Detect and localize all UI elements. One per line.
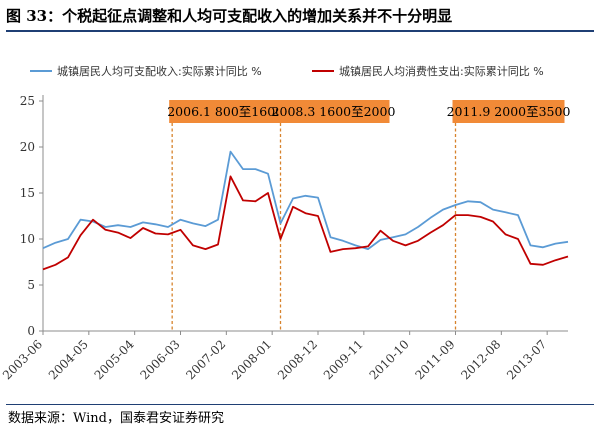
annotation-box-3 bbox=[452, 100, 565, 123]
x-tick-label-2010-10: 2010-10 bbox=[367, 337, 412, 382]
series-line-1 bbox=[42, 150, 569, 251]
x-tick-label-2012-08: 2012-08 bbox=[458, 337, 503, 382]
annotation-label-3: 2011.9 2000至3500 bbox=[447, 104, 571, 119]
annotation-label-1: 2006.1 800至1600 bbox=[167, 104, 283, 119]
annotation-box-1 bbox=[169, 100, 282, 123]
x-tick-label-2008-01: 2008-01 bbox=[229, 337, 274, 382]
annotation-box-2 bbox=[277, 100, 390, 123]
x-tick-label-2007-02: 2007-02 bbox=[183, 337, 228, 382]
y-tick-label-10: 10 bbox=[20, 232, 35, 246]
legend-label-1: 城镇居民人均可支配收入:实际累计同比 % bbox=[57, 64, 262, 78]
source-note: 数据来源：Wind，国泰君安证券研究 bbox=[8, 411, 224, 426]
x-tick-label-2009-11: 2009-11 bbox=[321, 337, 366, 382]
x-tick-label-2006-03: 2006-03 bbox=[137, 337, 182, 382]
x-tick-label-2011-09: 2011-09 bbox=[412, 337, 457, 382]
y-tick-label-5: 5 bbox=[27, 278, 35, 292]
x-tick-label-2005-04: 2005-04 bbox=[92, 337, 137, 382]
legend: 城镇居民人均可支配收入:实际累计同比 % 城镇居民人均消费性支出:实际累计同比 % bbox=[30, 64, 544, 78]
y-tick-label-15: 15 bbox=[20, 186, 35, 200]
y-tick-label-20: 20 bbox=[20, 140, 35, 154]
series-lines bbox=[42, 150, 569, 271]
x-tick-label-2004-05: 2004-05 bbox=[46, 337, 91, 382]
series-line-2 bbox=[42, 175, 569, 271]
annotation-lines bbox=[171, 101, 457, 331]
annotation-label-2: 2008.3 1600至2000 bbox=[272, 104, 396, 119]
y-tick-label-25: 25 bbox=[20, 94, 35, 108]
legend-label-2: 城镇居民人均消费性支出:实际累计同比 % bbox=[339, 64, 544, 78]
source-rule bbox=[6, 404, 594, 405]
y-tick-label-0: 0 bbox=[27, 324, 35, 338]
x-tick-label-2008-12: 2008-12 bbox=[275, 337, 320, 382]
figure-title: 图 33：个税起征点调整和人均可支配收入的增加关系并不十分明显 bbox=[6, 7, 453, 25]
x-tick-label-2003-06: 2003-06 bbox=[0, 337, 45, 382]
x-tick-label-2013-07: 2013-07 bbox=[504, 337, 549, 382]
title-rule bbox=[6, 30, 594, 32]
